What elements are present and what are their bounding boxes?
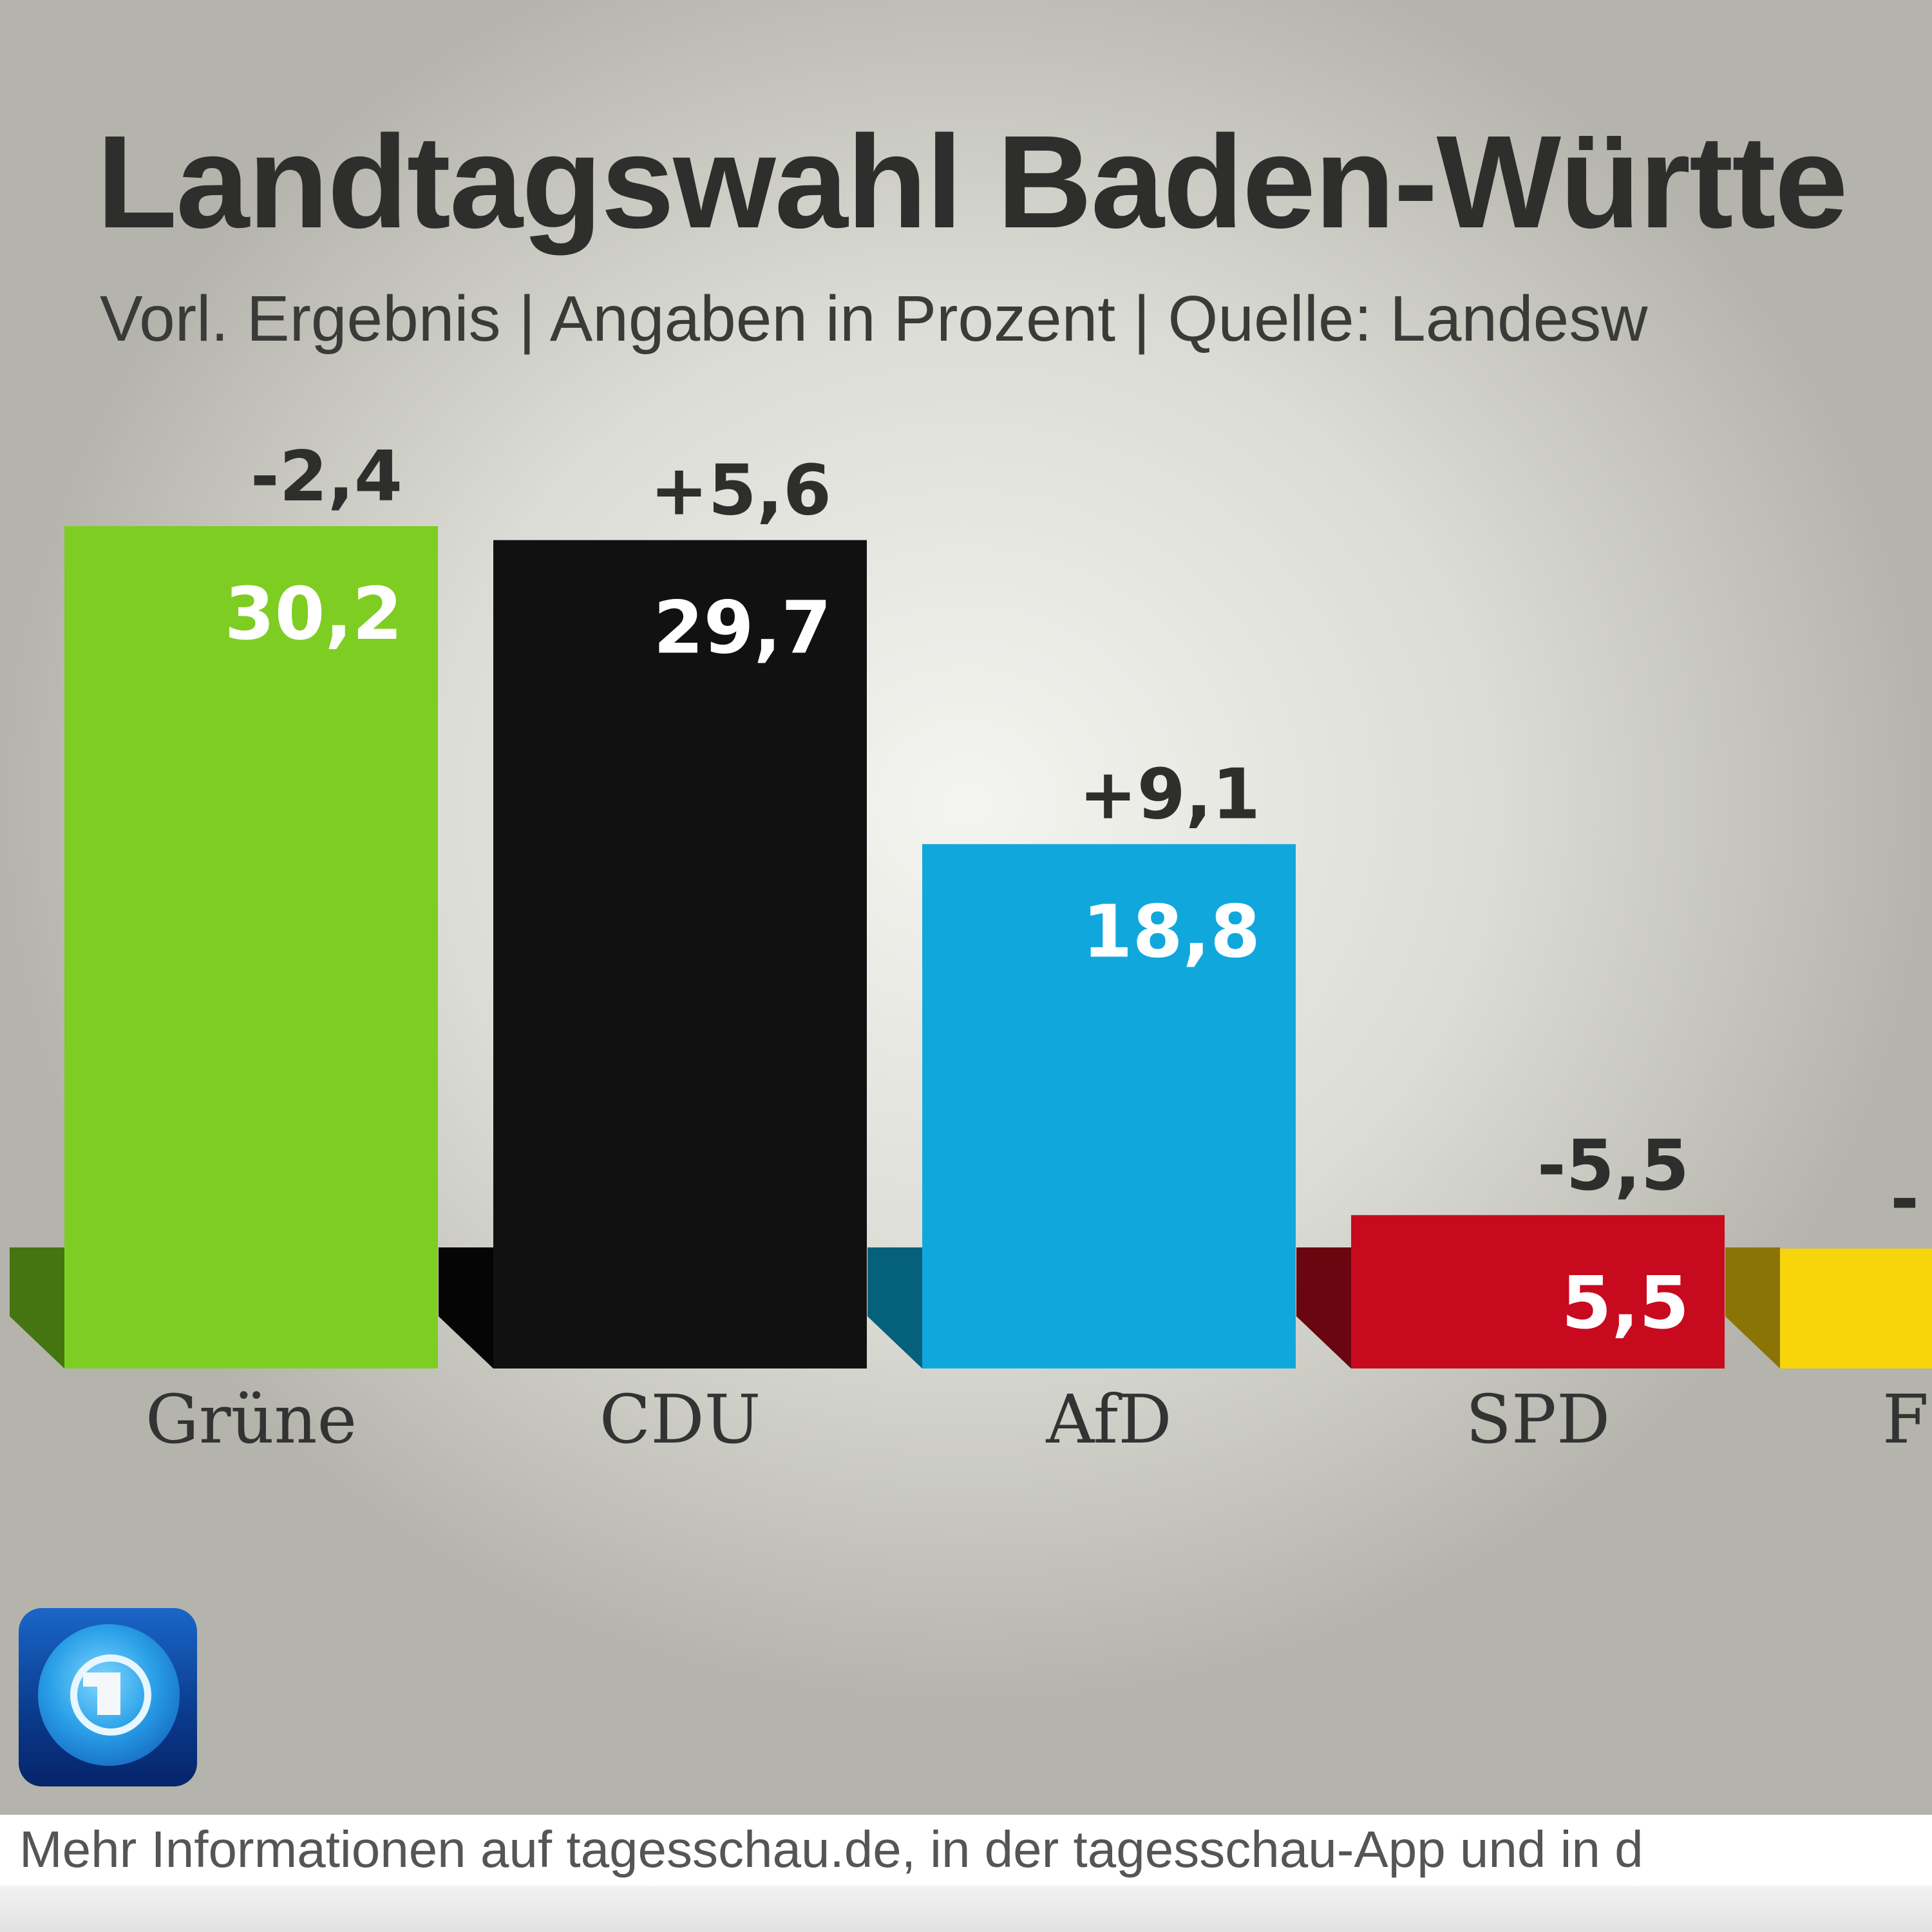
- bar: [1780, 1248, 1932, 1368]
- tagesschau-logo: [19, 1608, 197, 1786]
- change-label: -5,5: [1537, 1126, 1689, 1206]
- value-label: 18,8: [1083, 891, 1260, 974]
- bar: [1351, 1215, 1725, 1368]
- value-label: 30,2: [225, 573, 402, 656]
- category-label: F: [1882, 1380, 1929, 1459]
- value-label: 29,7: [654, 587, 831, 670]
- category-label: AfD: [1045, 1380, 1171, 1459]
- bar: [64, 526, 438, 1368]
- chart-title: Landtagswahl Baden-Württe: [97, 108, 1848, 256]
- change-label: -2,4: [251, 437, 402, 517]
- bar: [922, 844, 1296, 1368]
- footer-band: [0, 1815, 1932, 1886]
- footer-text: Mehr Informationen auf tagesschau.de, in…: [19, 1821, 1643, 1878]
- change-label: -: [1890, 1159, 1919, 1240]
- bar-shadow: [867, 1247, 922, 1368]
- category-label: CDU: [600, 1380, 761, 1459]
- bar-shadow: [1725, 1247, 1780, 1368]
- change-label: +9,1: [1079, 755, 1260, 835]
- bottom-strip: [0, 1886, 1932, 1932]
- category-label: SPD: [1466, 1380, 1611, 1459]
- value-label: 5,5: [1562, 1262, 1689, 1345]
- category-label: Grüne: [146, 1380, 357, 1459]
- bar-shadow: [10, 1247, 64, 1368]
- chart-subtitle: Vorl. Ergebnis | Angaben in Prozent | Qu…: [100, 283, 1648, 355]
- change-label: +5,6: [650, 451, 831, 531]
- logo-ring: [70, 1654, 151, 1736]
- bar: [493, 540, 867, 1368]
- logo-one: [97, 1672, 120, 1715]
- bar-shadow: [439, 1247, 493, 1368]
- bar-shadow: [1296, 1247, 1351, 1368]
